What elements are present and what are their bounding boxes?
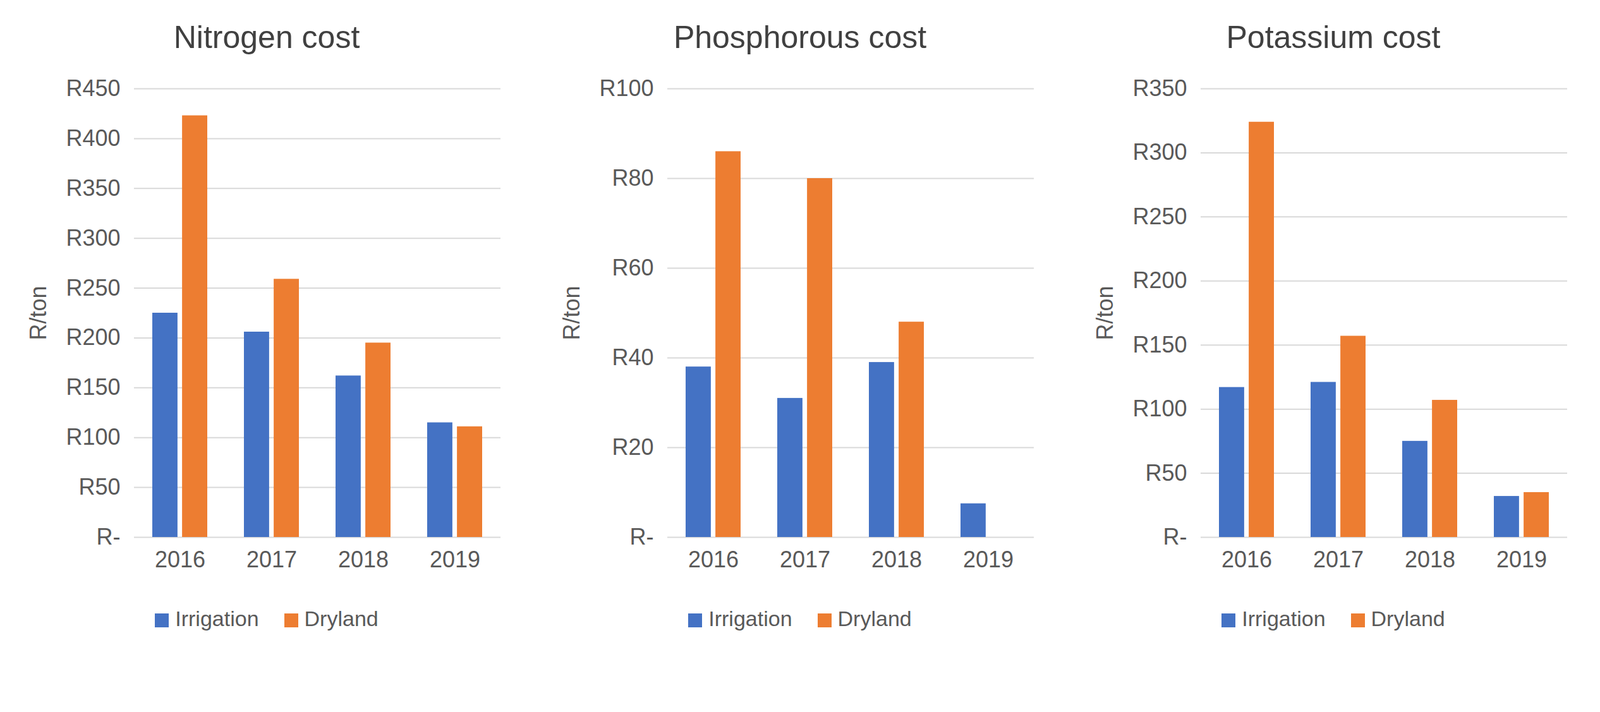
svg-text:R250: R250 [65, 274, 121, 301]
svg-text:R150: R150 [1132, 331, 1187, 358]
html-text:Phosphorous cost: Phosphorous cost [673, 19, 927, 55]
svg-text:R20: R20 [611, 434, 654, 461]
svg-text:R200: R200 [65, 324, 121, 351]
svg-text:R450: R450 [65, 75, 121, 102]
svg-text:R40: R40 [611, 344, 654, 371]
html-text:Nitrogen cost: Nitrogen cost [173, 19, 360, 55]
svg-text:R-: R- [96, 523, 121, 550]
svg-text:2016: 2016 [1221, 546, 1273, 573]
svg-text:R300: R300 [1132, 139, 1187, 165]
svg-text:R50: R50 [78, 473, 121, 500]
svg-text:2016: 2016 [688, 546, 739, 573]
svg-text:2019: 2019 [429, 546, 481, 573]
svg-text:R-: R- [1163, 523, 1188, 550]
svg-text:R/ton: R/ton [558, 285, 585, 340]
svg-text:R50: R50 [1145, 460, 1187, 486]
html-text:Potassium cost: Potassium cost [1226, 19, 1441, 55]
svg-text:2016: 2016 [154, 546, 206, 573]
svg-text:R100: R100 [1132, 395, 1187, 422]
svg-text:R250: R250 [1132, 203, 1187, 230]
html-text:Dryland: Dryland [837, 606, 912, 631]
html-text:Dryland: Dryland [1370, 606, 1445, 631]
svg-text:R/ton: R/ton [1091, 285, 1118, 340]
svg-text:R-: R- [630, 523, 655, 550]
svg-text:2019: 2019 [1496, 546, 1547, 573]
html-text:Irrigation: Irrigation [708, 606, 793, 631]
svg-text:2018: 2018 [871, 546, 922, 573]
svg-text:2017: 2017 [1313, 546, 1364, 573]
svg-text:2018: 2018 [338, 546, 389, 573]
svg-text:R200: R200 [1132, 267, 1187, 294]
svg-text:R350: R350 [65, 175, 121, 201]
svg-text:R400: R400 [65, 125, 121, 152]
svg-text:2018: 2018 [1404, 546, 1456, 573]
svg-text:R150: R150 [65, 374, 121, 400]
svg-text:R100: R100 [599, 75, 654, 102]
svg-text:2019: 2019 [963, 546, 1014, 573]
html-text:Irrigation: Irrigation [1241, 606, 1326, 631]
svg-text:R60: R60 [611, 254, 654, 281]
svg-text:R80: R80 [611, 164, 654, 191]
svg-text:R/ton: R/ton [25, 285, 52, 340]
svg-text:R100: R100 [65, 424, 121, 450]
svg-text:R300: R300 [65, 224, 121, 251]
html-text:Dryland: Dryland [304, 606, 379, 631]
svg-text:2017: 2017 [779, 546, 831, 573]
html-text:Irrigation: Irrigation [175, 606, 259, 631]
svg-text:R350: R350 [1132, 75, 1187, 102]
svg-text:2017: 2017 [246, 546, 297, 573]
